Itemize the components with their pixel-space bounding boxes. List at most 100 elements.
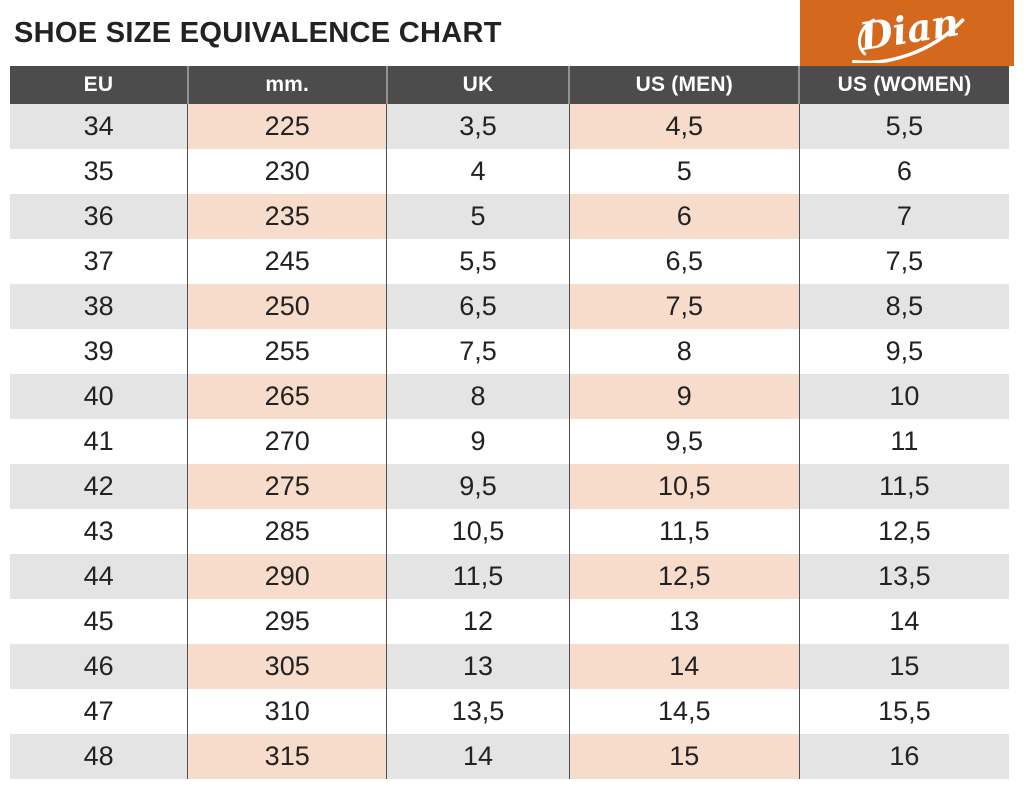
table-row: 38 250 6,5 7,5 8,5 <box>10 284 1009 329</box>
svg-text:Dian: Dian <box>856 3 962 59</box>
table-cell: 46 <box>10 644 188 689</box>
table-cell: 39 <box>10 329 188 374</box>
table-cell: 13,5 <box>386 689 570 734</box>
size-chart-table: EU mm. UK US (MEN) US (WOMEN) 34 225 3,5 4,5 5,5… <box>10 66 1009 779</box>
table-cell: 10,5 <box>386 509 570 554</box>
table-cell: 9,5 <box>798 329 1009 374</box>
table-cell: 7,5 <box>798 239 1009 284</box>
table-row: 47 310 13,5 14,5 15,5 <box>10 689 1009 734</box>
table-cell: 10,5 <box>568 464 800 509</box>
table-cell: 9 <box>568 374 800 419</box>
column-header: UK <box>385 66 570 104</box>
table-cell: 44 <box>10 554 188 599</box>
page-title: SHOE SIZE EQUIVALENCE CHART <box>14 16 502 49</box>
table-cell: 34 <box>10 104 188 149</box>
table-cell: 41 <box>10 419 188 464</box>
table-cell: 6 <box>568 194 800 239</box>
table-cell: 12,5 <box>568 554 800 599</box>
table-cell: 4 <box>386 149 570 194</box>
table-body: 34 225 3,5 4,5 5,5 35 230 4 5 6 36 235 5 6 7 37 245 5,5 6,… <box>10 104 1009 779</box>
table-cell: 5 <box>568 149 800 194</box>
table-cell: 225 <box>187 104 387 149</box>
table-cell: 15 <box>568 734 800 779</box>
table-cell: 265 <box>187 374 387 419</box>
table-row: 37 245 5,5 6,5 7,5 <box>10 239 1009 284</box>
column-header: EU <box>10 66 188 104</box>
table-row: 45 295 12 13 14 <box>10 599 1009 644</box>
table-cell: 4,5 <box>568 104 800 149</box>
table-cell: 11,5 <box>386 554 570 599</box>
table-cell: 11,5 <box>568 509 800 554</box>
table-cell: 36 <box>10 194 188 239</box>
table-cell: 48 <box>10 734 188 779</box>
table-cell: 8 <box>386 374 570 419</box>
header-row: EU mm. UK US (MEN) US (WOMEN) <box>10 66 1009 104</box>
table-cell: 7 <box>798 194 1009 239</box>
table-cell: 8,5 <box>798 284 1009 329</box>
table-cell: 3,5 <box>386 104 570 149</box>
table-cell: 245 <box>187 239 387 284</box>
table-cell: 14 <box>798 599 1009 644</box>
table-row: 43 285 10,5 11,5 12,5 <box>10 509 1009 554</box>
table-cell: 14 <box>568 644 800 689</box>
column-header: US (WOMEN) <box>798 66 1009 104</box>
title-bar: SHOE SIZE EQUIVALENCE CHART Dian <box>0 0 1024 66</box>
table-cell: 12 <box>386 599 570 644</box>
table-cell: 47 <box>10 689 188 734</box>
brand-logo: Dian <box>800 0 1014 66</box>
table-cell: 14 <box>386 734 570 779</box>
dian-script-logo-icon: Dian <box>852 3 965 63</box>
table-cell: 16 <box>798 734 1009 779</box>
table-row: 44 290 11,5 12,5 13,5 <box>10 554 1009 599</box>
column-header: mm. <box>186 66 387 104</box>
table-cell: 12,5 <box>798 509 1009 554</box>
table-cell: 315 <box>187 734 387 779</box>
table-row: 39 255 7,5 8 9,5 <box>10 329 1009 374</box>
table-cell: 230 <box>187 149 387 194</box>
table-cell: 270 <box>187 419 387 464</box>
table-cell: 13 <box>568 599 800 644</box>
table-row: 46 305 13 14 15 <box>10 644 1009 689</box>
table-cell: 11 <box>798 419 1009 464</box>
table-row: 34 225 3,5 4,5 5,5 <box>10 104 1009 149</box>
table-row: 36 235 5 6 7 <box>10 194 1009 239</box>
table-cell: 11,5 <box>798 464 1009 509</box>
table-cell: 14,5 <box>568 689 800 734</box>
table-cell: 42 <box>10 464 188 509</box>
table-cell: 13 <box>386 644 570 689</box>
table-cell: 295 <box>187 599 387 644</box>
column-header: US (MEN) <box>568 66 800 104</box>
table-cell: 38 <box>10 284 188 329</box>
table-cell: 15,5 <box>798 689 1009 734</box>
table-cell: 13,5 <box>798 554 1009 599</box>
table-cell: 15 <box>798 644 1009 689</box>
table-cell: 305 <box>187 644 387 689</box>
table-row: 35 230 4 5 6 <box>10 149 1009 194</box>
table-row: 41 270 9 9,5 11 <box>10 419 1009 464</box>
table-cell: 43 <box>10 509 188 554</box>
table-cell: 35 <box>10 149 188 194</box>
table-cell: 290 <box>187 554 387 599</box>
table-cell: 255 <box>187 329 387 374</box>
table-row: 42 275 9,5 10,5 11,5 <box>10 464 1009 509</box>
table-cell: 5,5 <box>386 239 570 284</box>
table-cell: 285 <box>187 509 387 554</box>
table-cell: 275 <box>187 464 387 509</box>
table-cell: 9,5 <box>568 419 800 464</box>
table-cell: 45 <box>10 599 188 644</box>
table-cell: 235 <box>187 194 387 239</box>
table-cell: 37 <box>10 239 188 284</box>
table-cell: 7,5 <box>568 284 800 329</box>
table-row: 48 315 14 15 16 <box>10 734 1009 779</box>
table-cell: 7,5 <box>386 329 570 374</box>
table-cell: 250 <box>187 284 387 329</box>
table-cell: 6,5 <box>568 239 800 284</box>
table-cell: 40 <box>10 374 188 419</box>
table-cell: 10 <box>798 374 1009 419</box>
table-cell: 9,5 <box>386 464 570 509</box>
table-row: 40 265 8 9 10 <box>10 374 1009 419</box>
table-cell: 6 <box>798 149 1009 194</box>
table-cell: 8 <box>568 329 800 374</box>
table-cell: 5 <box>386 194 570 239</box>
